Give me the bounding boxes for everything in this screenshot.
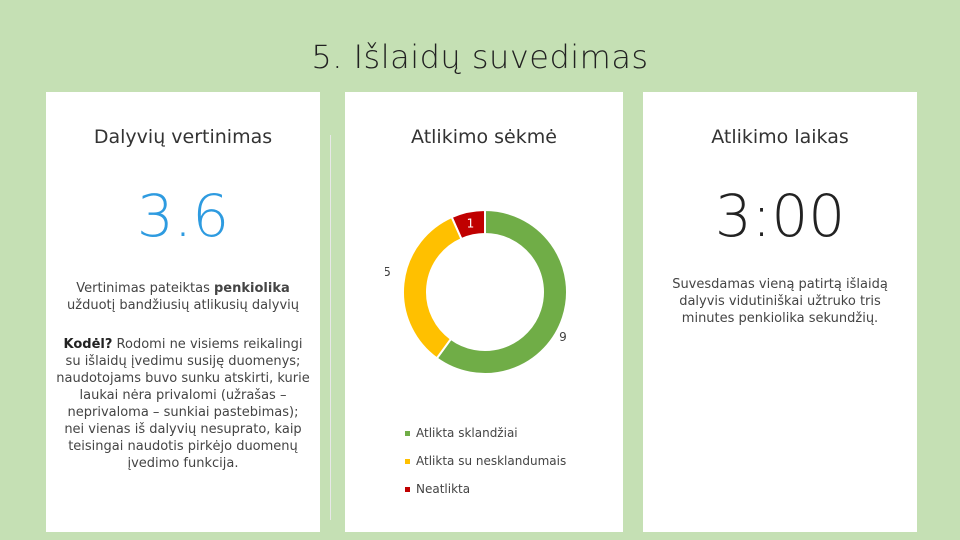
legend-item-smooth: Atlikta sklandžiai	[405, 426, 518, 440]
divider	[330, 135, 331, 520]
legend-label-failed: Neatlikta	[416, 482, 471, 496]
donut-chart: 1 9 5	[385, 208, 568, 375]
why-block: Kodėl? Rodomi ne visiems reikalingi su i…	[56, 336, 310, 472]
rating-desc-bold: penkiolika	[214, 281, 290, 296]
why-text: Rodomi ne visiems reikalingi su išlaidų …	[56, 337, 310, 471]
time-card: Atlikimo laikas 3:00 Suvesdamas vieną pa…	[643, 92, 917, 532]
why-label: Kodėl?	[63, 337, 113, 352]
rating-desc-pre: Vertinimas pateiktas	[76, 281, 214, 296]
legend-swatch-issues	[405, 459, 410, 464]
legend-item-issues: Atlikta su nesklandumais	[405, 454, 566, 468]
legend-item-failed: Neatlikta	[405, 482, 470, 496]
slide-title: 5. Išlaidų suvedimas	[311, 38, 649, 76]
rating-heading: Dalyvių vertinimas	[93, 126, 273, 148]
rating-desc-post: užduotį bandžiusių atlikusių dalyvių	[67, 298, 299, 313]
slice-smooth	[435, 208, 568, 375]
time-description: Suvesdamas vieną patirtą išlaidą dalyvis…	[672, 277, 888, 326]
legend-label-issues: Atlikta su nesklandumais	[416, 454, 567, 468]
success-heading: Atlikimo sėkmė	[411, 126, 557, 148]
time-heading: Atlikimo laikas	[711, 126, 849, 148]
data-label-smooth: 9	[559, 330, 567, 344]
slice-issues	[402, 215, 463, 360]
legend-swatch-failed	[405, 487, 410, 492]
legend-label-smooth: Atlikta sklandžiai	[416, 426, 518, 440]
data-label-failed: 1	[467, 217, 475, 231]
time-value: 3:00	[714, 182, 846, 250]
rating-description: Vertinimas pateiktas penkiolika užduotį …	[56, 280, 310, 314]
success-card: Atlikimo sėkmė 1 9 5 Atlikta sklandžiai At…	[345, 92, 623, 532]
data-label-issues: 5	[385, 265, 391, 279]
rating-card: Dalyvių vertinimas 3.6 Vertinimas pateik…	[46, 92, 320, 532]
legend-swatch-smooth	[405, 431, 410, 436]
rating-value: 3.6	[136, 182, 230, 250]
